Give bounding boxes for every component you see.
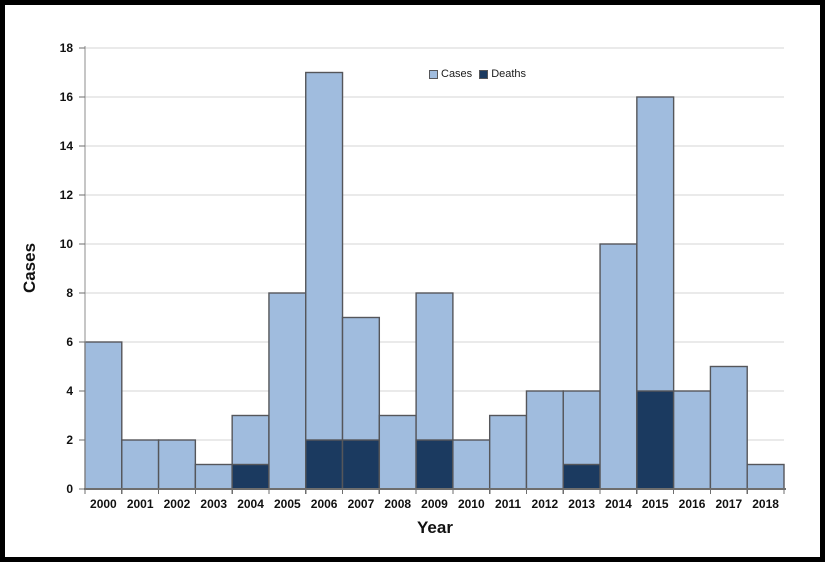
legend-item-cases: Cases <box>429 68 472 80</box>
bar-cases-2016 <box>672 390 712 490</box>
bar-deaths-2009 <box>415 439 454 490</box>
bar-cases-2008 <box>378 414 417 490</box>
bar-cases-2006 <box>305 71 344 490</box>
x-tick-label-2004: 2004 <box>237 497 264 511</box>
y-tick-label-6: 6 <box>66 335 73 349</box>
x-tick-label-2018: 2018 <box>752 497 779 511</box>
bar-deaths-2006 <box>305 439 344 490</box>
bar-cases-2014 <box>599 243 638 490</box>
x-tick-label-2007: 2007 <box>348 497 375 511</box>
bar-deaths-2015 <box>636 390 675 490</box>
y-tick-label-12: 12 <box>60 188 74 202</box>
x-tick-label-2005: 2005 <box>274 497 301 511</box>
bar-deaths-2013 <box>562 463 601 490</box>
x-tick-label-2003: 2003 <box>200 497 227 511</box>
x-tick-label-2016: 2016 <box>679 497 706 511</box>
x-tick-label-2000: 2000 <box>90 497 117 511</box>
x-tick-label-2008: 2008 <box>384 497 411 511</box>
y-tick-label-16: 16 <box>60 90 74 104</box>
legend: Cases Deaths <box>429 68 526 80</box>
bar-cases-2018 <box>746 463 785 490</box>
legend-label-deaths: Deaths <box>491 68 527 80</box>
x-tick-label-2010: 2010 <box>458 497 485 511</box>
bar-cases-2001 <box>121 439 160 490</box>
y-tick-label-18: 18 <box>60 41 74 55</box>
bar-cases-2003 <box>194 463 233 490</box>
x-tick-label-2009: 2009 <box>421 497 448 511</box>
deaths-swatch-icon <box>479 69 489 79</box>
bar-cases-2002 <box>157 439 197 490</box>
legend-label-cases: Cases <box>441 68 473 80</box>
bar-cases-2011 <box>488 414 528 490</box>
y-tick-label-14: 14 <box>60 139 74 153</box>
y-tick-label-10: 10 <box>60 237 74 251</box>
bar-deaths-2007 <box>341 439 381 490</box>
x-tick-label-2012: 2012 <box>532 497 559 511</box>
x-tick-label-2015: 2015 <box>642 497 669 511</box>
y-tick-label-2: 2 <box>66 433 73 447</box>
y-axis-title: Cases <box>20 242 39 294</box>
x-tick-label-2013: 2013 <box>568 497 595 511</box>
bar-cases-2005 <box>268 292 307 490</box>
x-tick-label-2011: 2011 <box>495 497 521 511</box>
y-tick-label-4: 4 <box>66 384 73 398</box>
bar-cases-2017 <box>709 365 748 490</box>
x-axis-title: Year <box>417 518 453 537</box>
bar-cases-2012 <box>525 390 564 490</box>
x-tick-label-2002: 2002 <box>164 497 191 511</box>
bar-cases-2000 <box>84 341 123 490</box>
legend-item-deaths: Deaths <box>479 68 526 80</box>
x-tick-label-2006: 2006 <box>311 497 338 511</box>
x-tick-label-2014: 2014 <box>605 497 632 511</box>
y-tick-label-8: 8 <box>66 286 73 300</box>
bar-cases-2010 <box>452 439 491 490</box>
y-tick-label-0: 0 <box>66 482 73 496</box>
cases-swatch-icon <box>429 69 438 79</box>
x-tick-label-2001: 2001 <box>127 497 154 511</box>
bar-deaths-2004 <box>231 463 270 490</box>
x-tick-label-2017: 2017 <box>715 497 742 511</box>
